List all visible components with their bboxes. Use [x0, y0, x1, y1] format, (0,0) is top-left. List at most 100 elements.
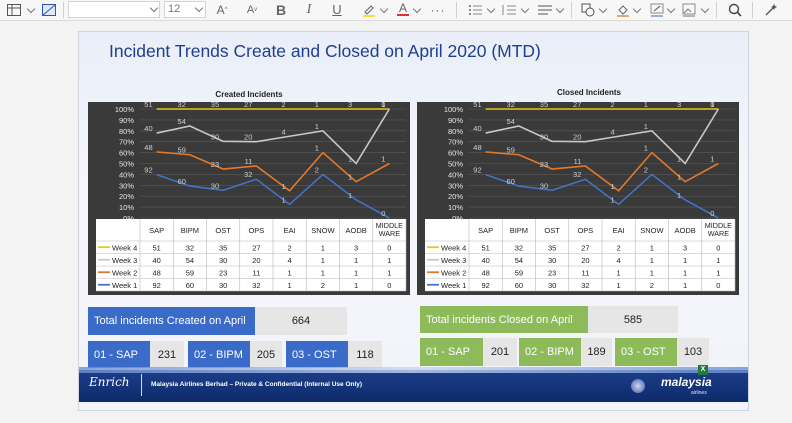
data-label: 1 [710, 155, 714, 164]
search-icon[interactable] [726, 1, 744, 18]
malaysia-airlines-logo: malaysia [661, 375, 712, 389]
table-cell: 1 [650, 243, 654, 252]
closed-chart-title: Closed Incidents [556, 88, 621, 97]
table-cell: 1 [683, 281, 687, 290]
y-tick-label: 60% [119, 149, 134, 158]
table-cell: 48 [481, 268, 489, 277]
data-label: 1 [610, 195, 614, 204]
chevron-down-icon[interactable] [412, 4, 422, 14]
created-chart[interactable]: 100% 90% 80% 70% 60% 50% 40% 30% 20% 10% 0% 92 60 30 3… [88, 100, 410, 295]
category-label: EAI [613, 226, 625, 235]
table-cell: 1 [354, 268, 358, 277]
y-tick-label: 40% [119, 170, 134, 179]
chevron-down-icon[interactable] [598, 4, 608, 14]
data-label: 0 [381, 209, 385, 218]
shapes-icon[interactable] [579, 1, 597, 18]
chevron-down-icon[interactable] [520, 4, 530, 14]
created-total-label: Total incidents Created on April [88, 307, 255, 335]
table-cell: 60 [515, 281, 523, 290]
data-label: 1 [381, 102, 385, 109]
numbering-icon[interactable] [500, 1, 518, 18]
chevron-down-icon[interactable] [632, 4, 642, 14]
closed-sap-value: 201 [483, 338, 517, 366]
italic-icon[interactable]: I [306, 1, 312, 17]
closed-ost-value: 103 [677, 338, 709, 366]
fill-icon[interactable] [614, 1, 632, 18]
table-cell: 23 [548, 268, 556, 277]
data-label: 1 [281, 195, 285, 204]
category-label: WARE [708, 229, 730, 238]
closed-chart[interactable]: 100% 90% 80% 70% 60% 50% 40% 30% 20% 10% 0% 92 60 30 3… [417, 100, 739, 295]
table-cell: 0 [716, 281, 720, 290]
category-label: AODB [674, 226, 695, 235]
bullets-icon[interactable] [466, 1, 484, 18]
more-icon[interactable]: ··· [430, 2, 446, 17]
data-label: 1 [677, 191, 681, 200]
image-icon[interactable] [680, 1, 698, 18]
data-label: 11 [574, 157, 582, 166]
chevron-down-icon[interactable] [379, 4, 389, 14]
chevron-down-icon[interactable] [555, 4, 565, 14]
design-icon[interactable] [762, 1, 780, 18]
y-tick-label: 70% [448, 138, 463, 147]
category-label: OPS [577, 226, 593, 235]
data-label: 1 [348, 155, 352, 164]
y-tick-label: 100% [115, 105, 135, 114]
table-icon[interactable] [3, 1, 25, 18]
table-cell: 54 [186, 256, 194, 265]
font-size-field[interactable]: 12 [164, 1, 206, 18]
category-label: BIPM [510, 226, 528, 235]
y-tick-label: 50% [119, 160, 134, 169]
category-label: OPS [248, 226, 264, 235]
data-label: 23 [211, 160, 219, 169]
table-cell: 30 [548, 256, 556, 265]
series-line-week-3 [156, 108, 391, 165]
y-tick-label: 40% [448, 170, 463, 179]
table-cell: 54 [515, 256, 523, 265]
closed-total-label: Total incidents Closed on April [420, 306, 588, 333]
table-cell: 11 [252, 268, 260, 277]
excel-icon[interactable]: X [698, 365, 708, 375]
table-cell: 1 [650, 268, 654, 277]
data-label: 35 [211, 102, 219, 109]
chevron-down-icon[interactable] [700, 4, 710, 14]
slide[interactable]: Incident Trends Create and Closed on Apr… [78, 31, 749, 411]
data-label: 48 [144, 143, 152, 152]
data-label: 1 [281, 182, 285, 191]
font-family-field[interactable] [68, 1, 160, 18]
category-label: WARE [379, 229, 401, 238]
edit-icon[interactable] [648, 1, 666, 18]
underline-icon[interactable]: U [332, 2, 342, 17]
chevron-down-icon[interactable] [666, 4, 676, 14]
created-ost-value: 118 [348, 341, 382, 368]
y-tick-label: 80% [119, 127, 134, 136]
data-label: 1 [644, 122, 648, 131]
y-tick-label: 30% [119, 181, 134, 190]
data-label: 1 [610, 182, 614, 191]
data-table-bg [425, 219, 735, 291]
emblem-icon [631, 379, 645, 393]
table-cell: 3 [354, 243, 358, 252]
enrich-logo: Enrich [89, 375, 130, 389]
table-cell: 3 [683, 243, 687, 252]
bold-icon[interactable]: B [275, 1, 287, 18]
data-label: 2 [644, 165, 648, 174]
data-label: 92 [144, 166, 152, 175]
shape-style-icon[interactable] [38, 1, 60, 18]
table-cell: 1 [288, 268, 292, 277]
data-label: 60 [178, 177, 186, 186]
highlight-icon[interactable] [360, 1, 378, 18]
font-color-icon[interactable]: A [397, 1, 409, 16]
chevron-down-icon[interactable] [26, 4, 36, 14]
data-label: 20 [573, 133, 581, 142]
y-tick-label: 0% [452, 214, 463, 223]
increase-font-icon[interactable]: A ^ [216, 2, 228, 17]
chevron-down-icon[interactable] [486, 4, 496, 14]
created-total-value: 664 [255, 307, 347, 335]
category-label: MIDDLE [705, 221, 732, 230]
align-icon[interactable] [536, 1, 554, 18]
y-tick-label: 90% [448, 116, 463, 125]
